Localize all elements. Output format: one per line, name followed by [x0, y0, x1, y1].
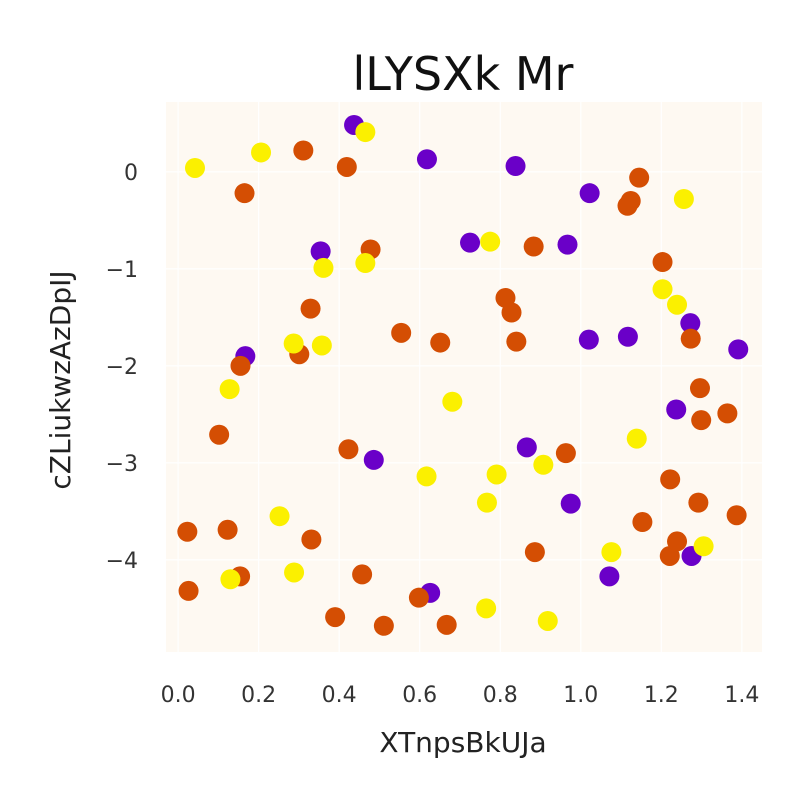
- data-point: [300, 298, 321, 319]
- data-point: [442, 391, 463, 412]
- data-point: [460, 232, 481, 253]
- x-tick-label: 0.4: [322, 683, 357, 708]
- data-point: [506, 331, 527, 352]
- data-point: [476, 598, 497, 619]
- data-point: [689, 378, 710, 399]
- data-point: [524, 542, 545, 563]
- data-point: [680, 328, 701, 349]
- data-point: [219, 379, 240, 400]
- data-point: [516, 437, 537, 458]
- y-tick-label: −2: [106, 355, 138, 380]
- y-tick-label: 0: [124, 161, 138, 186]
- data-point: [408, 587, 429, 608]
- data-point: [523, 236, 544, 257]
- data-point: [537, 610, 558, 631]
- data-point: [579, 183, 600, 204]
- data-point: [728, 339, 749, 360]
- x-tick-label: 1.0: [563, 683, 598, 708]
- data-point: [363, 449, 384, 470]
- x-tick-label: 0.6: [402, 683, 437, 708]
- data-point: [177, 521, 198, 542]
- data-point: [476, 492, 497, 513]
- data-point: [557, 234, 578, 255]
- x-tick-label: 1.4: [724, 683, 759, 708]
- chart-title: lLYSXk Mr: [353, 47, 574, 101]
- data-point: [436, 614, 457, 635]
- series-1: [177, 140, 747, 636]
- data-point: [717, 403, 738, 424]
- x-tick-label: 0.0: [161, 683, 196, 708]
- data-point: [617, 326, 638, 347]
- data-point: [601, 542, 622, 563]
- data-point: [178, 580, 199, 601]
- data-point: [293, 140, 314, 161]
- y-tick-label: −4: [106, 549, 138, 574]
- data-point: [230, 355, 251, 376]
- data-point: [533, 454, 554, 475]
- data-point: [652, 279, 673, 300]
- data-point: [269, 506, 290, 527]
- x-axis-ticks: 0.0 0.2 0.4 0.6 0.8 1.0 1.2 1.4: [161, 683, 760, 708]
- data-point: [501, 302, 522, 323]
- data-point: [693, 536, 714, 557]
- data-point: [667, 531, 688, 552]
- data-point: [632, 512, 653, 533]
- data-point: [310, 241, 331, 262]
- data-points: [177, 114, 749, 636]
- data-point: [666, 399, 687, 420]
- data-point: [652, 252, 673, 273]
- data-point: [355, 122, 376, 143]
- data-point: [416, 149, 437, 170]
- data-point: [578, 329, 599, 350]
- data-point: [283, 333, 304, 354]
- data-point: [209, 424, 230, 445]
- x-tick-label: 0.8: [483, 683, 518, 708]
- data-point: [629, 167, 650, 188]
- data-point: [626, 428, 647, 449]
- data-point: [430, 332, 451, 353]
- data-point: [301, 529, 322, 550]
- y-axis-ticks: 0 −1 −2 −3 −4: [106, 161, 138, 574]
- data-point: [184, 157, 205, 178]
- plot-area: [166, 102, 762, 652]
- data-point: [599, 566, 620, 587]
- data-point: [691, 410, 712, 431]
- data-point: [673, 189, 694, 210]
- y-tick-label: −1: [106, 258, 138, 283]
- data-point: [560, 493, 581, 514]
- data-point: [486, 464, 507, 485]
- data-point: [726, 505, 747, 526]
- data-point: [311, 335, 332, 356]
- data-point: [217, 519, 238, 540]
- data-point: [391, 322, 412, 343]
- x-axis-label: XTnpsBkUJa: [379, 726, 546, 759]
- x-tick-label: 0.2: [241, 683, 276, 708]
- data-point: [555, 443, 576, 464]
- data-point: [284, 562, 305, 583]
- data-point: [617, 195, 638, 216]
- data-point: [338, 439, 359, 460]
- data-point: [660, 469, 681, 490]
- x-tick-label: 1.2: [644, 683, 679, 708]
- data-point: [680, 313, 701, 334]
- data-point: [325, 607, 346, 628]
- data-point: [480, 231, 501, 252]
- y-tick-label: −3: [106, 452, 138, 477]
- data-point: [416, 466, 437, 487]
- data-point: [667, 294, 688, 315]
- data-point: [352, 564, 373, 585]
- plot-background: [166, 102, 762, 652]
- data-point: [234, 183, 255, 204]
- data-point: [355, 253, 376, 274]
- data-point: [373, 615, 394, 636]
- data-point: [336, 156, 357, 177]
- data-point: [688, 492, 709, 513]
- y-axis-label: cZLiukwzAzDpIJ: [44, 270, 77, 489]
- data-point: [505, 156, 526, 177]
- data-point: [313, 257, 334, 278]
- data-point: [251, 142, 272, 163]
- data-point: [220, 569, 241, 590]
- series-2: [184, 122, 714, 631]
